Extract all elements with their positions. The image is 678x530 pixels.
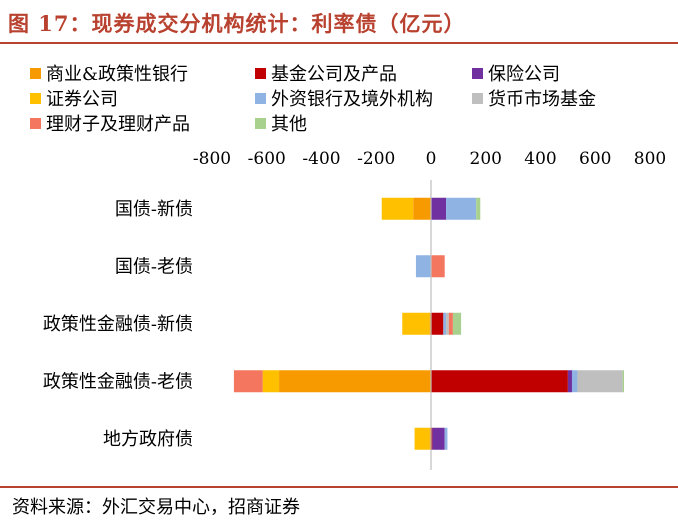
x-tick-label: 200: [470, 149, 502, 169]
x-tick-label: 400: [524, 149, 556, 169]
legend-label: 其他: [271, 114, 307, 135]
title-divider: [0, 42, 678, 44]
legend-item: 理财子及理财产品: [30, 110, 190, 136]
bar-segment: [233, 370, 263, 393]
legend-label: 外资银行及境外机构: [271, 89, 433, 110]
x-tick-label: -600: [248, 149, 286, 169]
bar-segment: [448, 312, 453, 335]
legend-label: 证券公司: [46, 89, 118, 110]
legend-swatch: [255, 92, 266, 104]
legend-swatch: [472, 67, 483, 79]
x-tick-label: -200: [357, 149, 395, 169]
bar-segment: [431, 255, 445, 278]
x-tick-label: -400: [302, 149, 340, 169]
category-label: 政策性金融债-老债: [43, 371, 193, 392]
legend-swatch: [255, 117, 266, 129]
chart-title: 图 17：现券成交分机构统计：利率债（亿元）: [8, 11, 466, 36]
bar-segment: [432, 427, 445, 450]
legend-label: 货币市场基金: [488, 89, 596, 110]
bar-segment: [443, 312, 447, 335]
bar-segment: [431, 197, 447, 220]
legend-swatch: [472, 92, 483, 104]
bar-segment: [577, 370, 623, 393]
footer-divider: [0, 486, 678, 488]
category-label: 国债-新债: [115, 199, 193, 220]
bar-segment: [414, 427, 430, 450]
bar-segment: [622, 370, 624, 393]
stacked-bar-chart: -800 -600 -400 -200 0 200 400 600 800 国债-新债国债-老债政…: [43, 149, 666, 470]
legend-item: 货币市场基金: [472, 85, 596, 111]
bar-segment: [279, 370, 431, 393]
legend-label: 商业&政策性银行: [46, 64, 189, 85]
chart-legend: 商业&政策性银行 基金公司及产品 保险公司 证券公司 外资银行及境外机构 货币市…: [30, 60, 670, 135]
category-label: 国债-老债: [115, 256, 193, 277]
x-tick-label: -800: [193, 149, 231, 169]
bar-segment: [381, 197, 414, 220]
category-label: 地方政府债: [103, 429, 193, 450]
legend-item: 外资银行及境外机构: [255, 85, 433, 111]
bar-segment: [429, 427, 431, 450]
legend-item: 证券公司: [30, 85, 118, 111]
legend-label: 基金公司及产品: [271, 64, 397, 85]
bar-segment: [446, 197, 477, 220]
bar-segment: [262, 370, 280, 393]
bar-segment: [444, 427, 448, 450]
bar-segment: [571, 370, 578, 393]
legend-swatch: [30, 117, 41, 129]
legend-item: 商业&政策性银行: [30, 60, 188, 86]
bar-segment: [567, 370, 572, 393]
bar-segment: [415, 255, 431, 278]
bar-segment: [402, 312, 430, 335]
source-note: 资料来源：外汇交易中心，招商证券: [12, 497, 300, 518]
legend-label: 保险公司: [488, 64, 560, 85]
x-tick-label: 600: [579, 149, 611, 169]
legend-swatch: [255, 67, 266, 79]
x-tick-label: 0: [426, 149, 437, 169]
legend-item: 保险公司: [472, 60, 560, 86]
bar-segment: [413, 197, 431, 220]
legend-label: 理财子及理财产品: [46, 114, 190, 135]
bar-segment: [429, 312, 431, 335]
bar-segment: [476, 197, 481, 220]
bar-segment: [446, 312, 449, 335]
legend-swatch: [30, 92, 41, 104]
bar-segment: [431, 370, 568, 393]
bar-segment: [431, 312, 444, 335]
bar-segment: [431, 427, 433, 450]
legend-swatch: [30, 67, 41, 79]
category-label: 政策性金融债-新债: [43, 314, 193, 335]
x-tick-label: 800: [634, 149, 666, 169]
bar-segment: [452, 312, 462, 335]
legend-item: 其他: [255, 110, 307, 136]
legend-item: 基金公司及产品: [255, 60, 397, 86]
